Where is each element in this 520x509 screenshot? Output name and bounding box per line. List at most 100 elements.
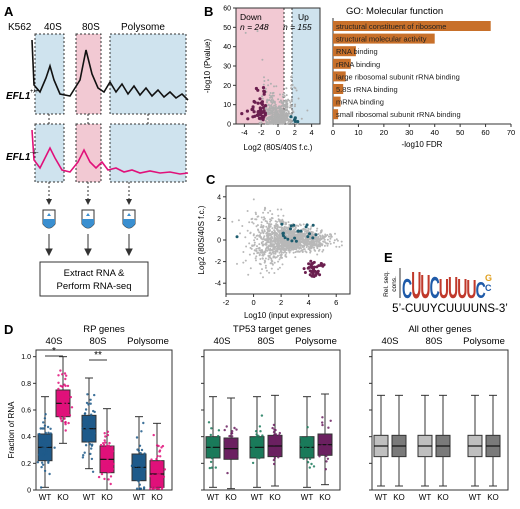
scatter-c-point (289, 231, 292, 234)
scatter-c-point (276, 241, 279, 244)
scatter-c-point (270, 238, 273, 241)
go-xtick-label: 10 (354, 128, 362, 137)
box-data-point (43, 469, 47, 473)
scatter-c-point (241, 225, 244, 227)
scatter-c-point (264, 251, 267, 253)
scatter-c-point (261, 229, 264, 232)
box-data-point (152, 433, 155, 437)
volcano-rp-point (240, 112, 244, 116)
box-data-point (90, 457, 94, 461)
box-data-point (156, 454, 159, 458)
go-bar (333, 58, 351, 69)
box-data-point (58, 415, 61, 418)
wt-genotype-label: EFL1 (6, 91, 31, 102)
box-data-point (107, 444, 111, 447)
volcano-point (279, 105, 282, 108)
box-data-point (112, 462, 115, 466)
box-data-point (223, 428, 226, 432)
box-data-point (142, 487, 146, 490)
scatter-c-point (237, 219, 240, 222)
box-data-point (65, 413, 68, 416)
box-ytick-label: 0.6 (21, 408, 31, 415)
volcano-point (262, 83, 265, 86)
volcano-rp-point (262, 109, 266, 113)
box-panel-frame (203, 349, 341, 491)
box-data-point (49, 432, 52, 435)
scatter-c-point (269, 232, 272, 235)
scatter-c-point (311, 240, 314, 243)
box-data-point (159, 474, 162, 477)
fraction-header-40s: 40S (44, 22, 62, 33)
box-data-point (136, 460, 139, 463)
scatter-c-point (297, 237, 300, 240)
box-data-point (64, 409, 67, 412)
scatter-c-rp-point (307, 266, 311, 269)
scatter-c-point (338, 245, 341, 248)
go-bar (333, 21, 491, 31)
volcano-point (270, 95, 273, 98)
box-data-point (64, 377, 67, 381)
volcano-point (279, 108, 282, 111)
scatter-c-point (305, 246, 308, 249)
volcano-point (256, 30, 259, 33)
scatter-c-point (277, 254, 279, 257)
scatter-c-point (340, 244, 343, 247)
scatter-c-point (281, 263, 284, 266)
scatter-c-point (253, 243, 256, 246)
box-fraction-header: 40S (46, 336, 63, 347)
scatter-c-tp53-point (289, 227, 292, 231)
scatter-c-point (253, 252, 255, 255)
scatter-c-point (267, 225, 270, 228)
scatter-c-point (294, 251, 297, 254)
box-data-point (322, 451, 326, 454)
box-data-point (257, 434, 260, 437)
scatter-c-point (239, 232, 241, 235)
box-data-point (45, 452, 48, 455)
volcano-up-point (293, 118, 297, 122)
scatter-c-point (276, 229, 279, 232)
panel-a-label: A (4, 4, 14, 19)
box-data-point (208, 466, 211, 470)
scatter-c-tp53-point (281, 231, 285, 235)
box-data-point (61, 385, 64, 388)
box-data-point (63, 391, 66, 395)
scatter-c-point (316, 247, 319, 250)
box-data-point (43, 417, 47, 420)
scatter-c-point (318, 239, 321, 242)
scatter-c-point (276, 227, 279, 230)
scatter-c-point (299, 234, 302, 237)
scatter-c-point (313, 238, 316, 241)
go-xtick-label: 20 (380, 128, 388, 137)
box-data-point (302, 457, 305, 460)
scatter-c-point (269, 225, 272, 228)
volcano-point (279, 113, 282, 116)
scatter-c-point (280, 208, 283, 211)
box-data-point (57, 374, 60, 377)
box-data-point (209, 460, 213, 464)
volcano-rp-point (256, 111, 260, 115)
scatter-c-point (282, 229, 285, 232)
box-data-point (85, 432, 88, 435)
down-label: Down (240, 12, 262, 22)
scatter-c-point (263, 238, 265, 241)
box-data-point (157, 465, 161, 468)
box-data-point (107, 465, 110, 468)
scatter-c-point (287, 230, 290, 233)
wt-40s-fraction-box (34, 33, 65, 115)
volcano-point (278, 110, 281, 113)
scatter-c-point (278, 258, 281, 261)
up-count: n = 155 (283, 22, 312, 32)
volcano-point (284, 103, 287, 106)
scatter-c-point (277, 214, 280, 217)
scatter-c-tp53-point (294, 239, 298, 243)
wt-genotype-sup: +/+ (30, 89, 39, 95)
scatter-c-point (255, 225, 258, 228)
volcano-rp-point (256, 88, 260, 92)
scatter-c-point (300, 247, 302, 250)
go-chart-title: GO: Molecular function (346, 6, 443, 17)
scatter-c-tp53-point (280, 222, 284, 226)
scatter-c-point (330, 235, 333, 238)
box-data-point (227, 456, 230, 460)
box-data-point (48, 444, 51, 447)
